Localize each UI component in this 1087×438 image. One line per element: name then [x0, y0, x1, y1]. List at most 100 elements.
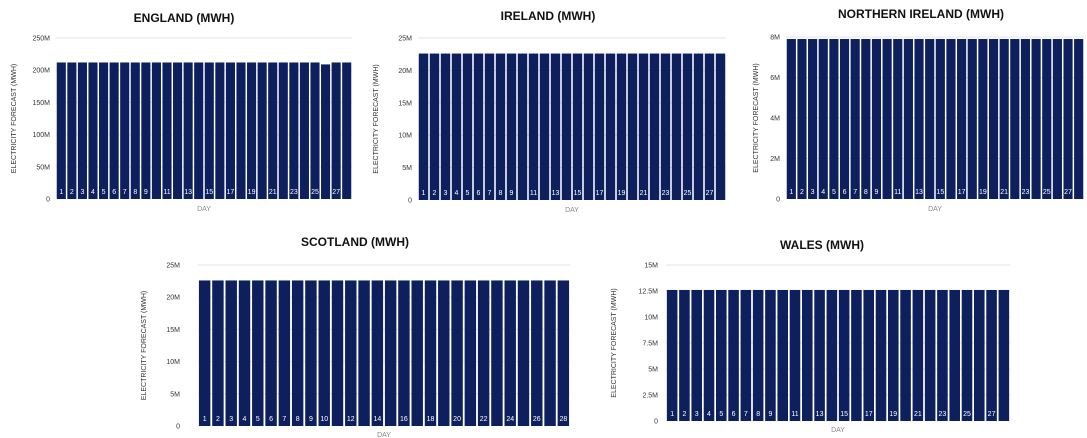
bar-label: 2	[800, 189, 804, 196]
bar	[802, 289, 813, 421]
bar-label: 4	[455, 190, 459, 197]
bar-label: 11	[530, 190, 537, 197]
bar	[797, 39, 807, 200]
bar	[438, 280, 450, 426]
bar-label: 21	[269, 189, 277, 196]
bar	[464, 280, 477, 426]
bar	[786, 39, 796, 200]
bar	[418, 53, 429, 200]
bar	[531, 280, 543, 426]
bar	[484, 53, 495, 200]
bar	[594, 53, 605, 200]
bar	[765, 289, 776, 421]
y-tick-label: 0	[46, 197, 50, 204]
y-tick-label: 8M	[770, 35, 780, 42]
bar	[988, 39, 999, 200]
bar-label: 5	[466, 190, 470, 197]
chart-svg-scotland: SCOTLAND (MWH) 0 5M 10M 15M 20M 25M ELECTRICITY…	[141, 235, 570, 438]
bar	[666, 289, 678, 421]
bar	[660, 53, 671, 200]
bar-label: 10	[320, 416, 328, 423]
bar	[318, 280, 330, 426]
bar-label: 13	[816, 411, 824, 418]
bar-label: 28	[559, 416, 567, 423]
bar	[198, 280, 211, 426]
bar-label: 15	[205, 189, 213, 196]
bar	[358, 280, 370, 426]
bar-label: 7	[282, 416, 286, 423]
bar-label: 24	[506, 416, 514, 423]
x-axis-label: DAY	[565, 207, 579, 214]
bar	[130, 62, 140, 199]
bar	[638, 53, 649, 200]
bar	[1020, 39, 1031, 200]
bar-label: 16	[400, 416, 408, 423]
bar	[728, 289, 739, 421]
bar	[949, 289, 960, 421]
bar	[550, 53, 561, 200]
y-axis-label: ELECTRICITY FORECAST (MWH)	[11, 64, 18, 173]
bar-label: 22	[480, 416, 488, 423]
bar-label: 9	[768, 411, 772, 418]
bar	[1063, 39, 1073, 200]
bar	[384, 280, 397, 426]
bar	[935, 39, 945, 200]
x-axis-label: DAY	[831, 427, 845, 434]
bar	[477, 280, 490, 426]
bar-label: 13	[915, 189, 923, 196]
bar	[491, 280, 503, 426]
bar	[616, 53, 627, 200]
bar	[957, 39, 967, 200]
y-tick-label: 2M	[770, 156, 780, 163]
bar	[924, 289, 936, 421]
bar	[850, 39, 860, 200]
bar-label: 6	[732, 411, 736, 418]
y-tick-label: 150M	[32, 100, 50, 107]
bar-label: 25	[1043, 189, 1051, 196]
bar	[120, 62, 130, 199]
bar-label: 8	[756, 411, 760, 418]
bar-label: 5	[719, 411, 723, 418]
bar	[424, 280, 437, 426]
bar	[829, 39, 839, 200]
y-tick-label: 12.5M	[639, 289, 659, 296]
bar	[861, 39, 871, 200]
bar-label: 9	[875, 189, 879, 196]
chart-svg-ireland: IRELAND (MWH) 0 5M 10M 15M 20M 25M ELECTRICITY …	[373, 9, 726, 214]
bar	[627, 53, 638, 200]
bar	[265, 280, 277, 426]
chart-title-scotland: SCOTLAND (MWH)	[301, 235, 409, 249]
bar	[882, 39, 892, 200]
bar-label: 6	[269, 416, 273, 423]
bar	[925, 39, 935, 200]
bar	[411, 280, 423, 426]
y-tick-label: 25M	[166, 263, 180, 270]
bar	[838, 289, 850, 421]
bar	[151, 62, 161, 199]
bar-label: 27	[706, 190, 714, 197]
bar-label: 2	[70, 189, 74, 196]
bar	[888, 289, 899, 421]
bar-label: 11	[791, 411, 798, 418]
y-tick-label: 0	[776, 197, 780, 204]
bar	[183, 62, 193, 199]
chart-title-wales: WALES (MWH)	[780, 238, 864, 252]
bar	[818, 39, 828, 200]
y-tick-label: 0	[176, 424, 180, 431]
bar-label: 17	[865, 411, 873, 418]
bar	[310, 62, 320, 199]
bar-label: 2	[216, 416, 220, 423]
bar-label: 5	[102, 189, 106, 196]
bar	[583, 53, 594, 200]
y-tick-label: 50M	[36, 164, 50, 171]
bar	[875, 289, 887, 421]
bar-label: 26	[533, 416, 541, 423]
y-tick-label: 25M	[398, 36, 412, 43]
bar	[238, 280, 251, 426]
bar	[162, 62, 172, 199]
bar	[345, 280, 357, 426]
bar	[429, 53, 440, 200]
y-tick-label: 2.5M	[642, 393, 658, 400]
bar	[691, 289, 702, 421]
bar	[1010, 39, 1020, 200]
